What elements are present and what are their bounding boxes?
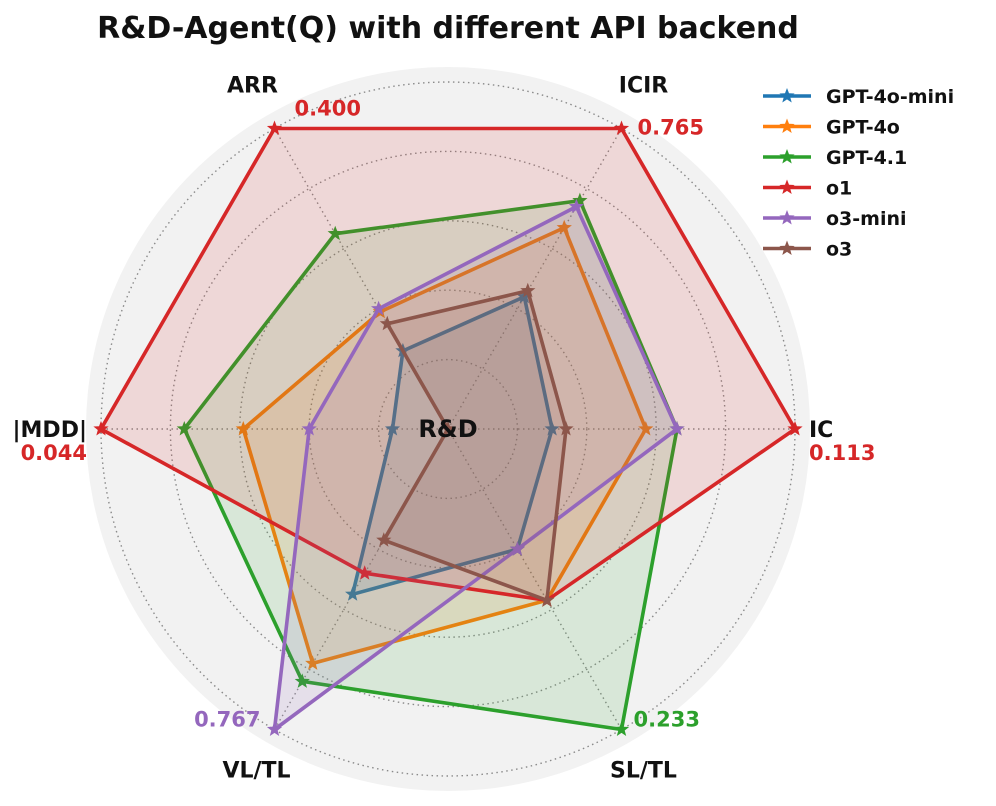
series-o3: [376, 282, 574, 607]
series-marker: [266, 721, 283, 736]
axis-label-ic: IC: [809, 418, 833, 443]
series-marker: [93, 421, 109, 436]
series-marker: [539, 592, 555, 607]
series-marker: [520, 282, 536, 298]
legend-marker: [779, 240, 795, 255]
series-marker: [357, 565, 373, 580]
series-fill: [101, 128, 795, 601]
series-marker: [384, 421, 401, 436]
series-layer: [93, 120, 803, 736]
legend-item-o1: o1: [763, 178, 852, 200]
series-marker: [327, 225, 343, 241]
grid-ring: [169, 150, 727, 708]
series-marker: [294, 673, 310, 688]
grid-ring: [377, 358, 519, 500]
series-marker: [371, 300, 387, 316]
series-marker: [305, 655, 321, 670]
series-marker: [613, 721, 630, 736]
series-marker: [266, 120, 283, 135]
series-marker: [345, 586, 361, 601]
legend-label: o3-mini: [826, 208, 907, 230]
axis-max-label-icir: 0.765: [638, 115, 704, 139]
axis-label-vl-tl: VL/TL: [222, 759, 290, 784]
series-marker: [638, 421, 654, 436]
series-fill: [243, 227, 646, 664]
legend: GPT-4o-mini GPT-4o GPT-4.1 o1 o3-mini o3: [763, 86, 954, 261]
series-marker: [558, 421, 574, 436]
series-marker: [235, 421, 251, 436]
chart-title: R&D-Agent(Q) with different API backend: [97, 11, 799, 46]
legend-label: o1: [826, 178, 852, 200]
axis-label-arr: ARR: [227, 73, 278, 98]
grid-ring: [239, 220, 657, 638]
center-label: R&D: [418, 415, 477, 443]
legend-label: GPT-4o: [826, 117, 900, 139]
axis-label-mdd: |MDD|: [13, 418, 88, 443]
axis-max-label-mdd: 0.044: [21, 441, 87, 465]
series-marker: [544, 421, 560, 436]
legend-item-gpt-4-1: GPT-4.1: [763, 147, 907, 169]
series-marker: [509, 541, 525, 556]
series-marker: [301, 421, 317, 436]
series-fill: [383, 290, 566, 601]
axis-label-sl-tl: SL/TL: [610, 759, 677, 784]
legend-item-o3: o3: [763, 239, 852, 261]
axis-labels: R&D IC ICIR ARR |MDD| VL/TL SL/TL 0.113 0.765 0.4…: [13, 73, 876, 783]
series-marker: [572, 192, 588, 208]
series-marker: [787, 421, 803, 436]
series-fill: [274, 206, 677, 730]
legend-label: o3: [826, 239, 852, 261]
series-marker: [669, 421, 685, 436]
axis-max-label-arr: 0.400: [295, 96, 361, 120]
legend-item-gpt-4o: GPT-4o: [763, 117, 900, 139]
legend-marker: [779, 88, 795, 103]
axis-max-label-vl-tl: 0.767: [194, 708, 260, 732]
legend-item-gpt-4o-mini: GPT-4o-mini: [763, 86, 954, 108]
axis-max-label-sl-tl: 0.233: [634, 708, 700, 732]
series-marker: [376, 532, 392, 547]
series-marker: [568, 198, 584, 214]
legend-marker: [779, 149, 795, 164]
series-marker: [556, 219, 572, 235]
legend-label: GPT-4o-mini: [826, 86, 954, 108]
legend-item-o3-mini: o3-mini: [763, 208, 907, 230]
series-marker: [440, 421, 456, 436]
legend-marker: [779, 179, 795, 194]
legend-marker: [779, 118, 795, 133]
series-fill: [352, 296, 553, 595]
axis-max-label-ic: 0.113: [809, 441, 875, 465]
series-marker: [176, 421, 192, 436]
series-o3-mini: [266, 198, 685, 736]
series-marker: [379, 315, 395, 331]
legend-label: GPT-4.1: [826, 147, 907, 169]
legend-marker: [779, 210, 795, 225]
series-marker: [613, 120, 630, 135]
axis-label-icir: ICIR: [619, 73, 669, 98]
